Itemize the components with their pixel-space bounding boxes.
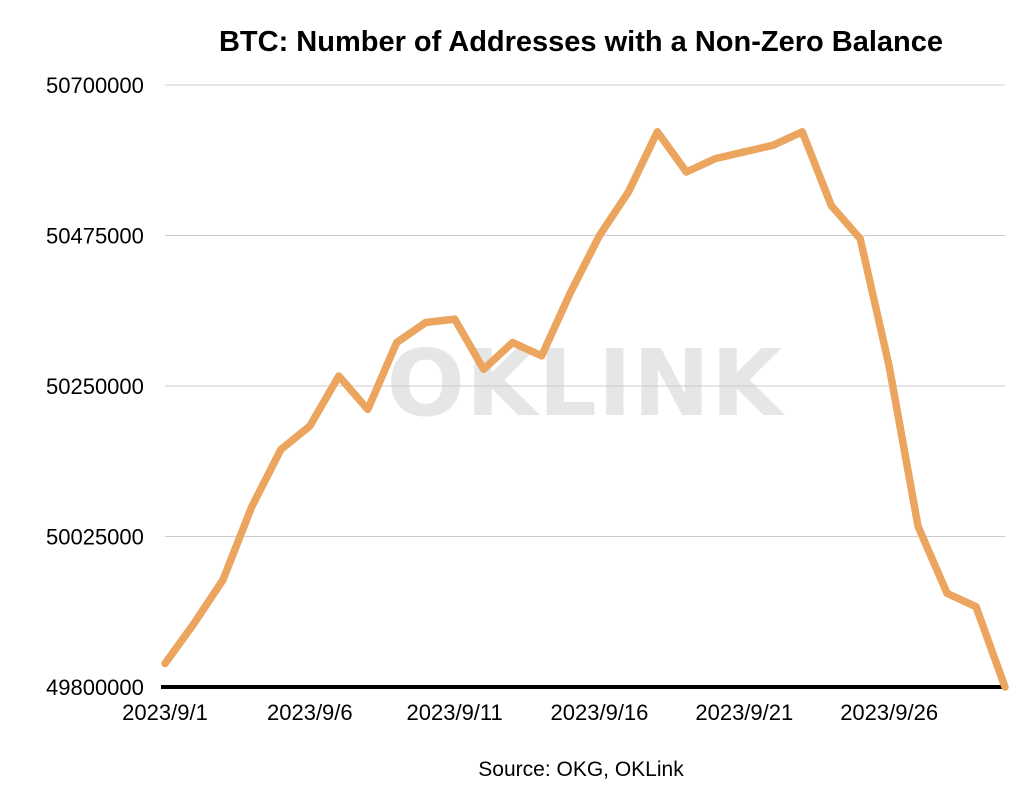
y-axis-tick-label: 50475000 (46, 224, 144, 249)
x-axis-tick-label: 2023/9/26 (840, 700, 938, 725)
x-axis-tick-label: 2023/9/21 (695, 700, 793, 725)
source-caption: Source: OKG, OKLink (478, 758, 684, 781)
chart-title: BTC: Number of Addresses with a Non-Zero… (218, 26, 944, 58)
oklink-watermark: OKLINK (386, 330, 784, 437)
btc-addresses-series-line (161, 128, 1009, 691)
x-axis-tick-label: 2023/9/11 (407, 700, 503, 725)
y-axis-tick-label: 50025000 (46, 525, 144, 550)
y-axis-tick-label: 50250000 (46, 374, 144, 399)
y-axis-tick-label: 50700000 (46, 73, 144, 98)
x-axis-tick-label: 2023/9/1 (122, 700, 208, 725)
x-axis-tick-label: 2023/9/16 (551, 700, 649, 725)
y-axis-tick-label: 49800000 (46, 675, 144, 700)
x-axis-tick-label: 2023/9/6 (267, 700, 353, 725)
